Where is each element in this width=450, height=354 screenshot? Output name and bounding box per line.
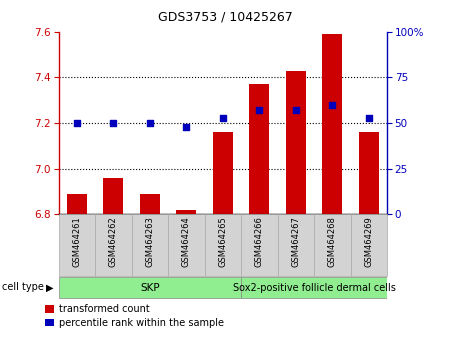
Bar [103,178,123,214]
Bar [176,210,196,214]
Point [292,107,299,113]
Text: GSM464266: GSM464266 [255,216,264,267]
Bar [241,214,278,276]
Text: Sox2-positive follicle dermal cells: Sox2-positive follicle dermal cells [233,282,396,293]
Bar [351,214,387,276]
Bar [140,194,160,214]
Point [365,115,372,120]
Point [110,120,117,126]
Point [219,115,226,120]
Bar [322,34,342,214]
Text: GSM464263: GSM464263 [145,216,154,267]
Legend: transformed count, percentile rank within the sample: transformed count, percentile rank withi… [45,304,224,328]
Text: GSM464269: GSM464269 [364,216,373,267]
Point [256,107,263,113]
Bar [359,132,379,214]
Bar [241,277,387,298]
Bar [67,194,87,214]
Point [146,120,153,126]
Text: cell type: cell type [2,282,44,292]
Point [183,124,190,130]
Bar [58,214,95,276]
Text: GDS3753 / 10425267: GDS3753 / 10425267 [158,11,292,24]
Point [73,120,81,126]
Text: GSM464262: GSM464262 [109,216,118,267]
Point [328,102,336,108]
Bar [213,132,233,214]
Text: GSM464267: GSM464267 [291,216,300,267]
Bar [249,84,269,214]
Text: SKP: SKP [140,282,160,293]
Bar [95,214,131,276]
Bar [278,214,314,276]
Text: GSM464268: GSM464268 [328,216,337,267]
Bar [131,214,168,276]
Bar [286,70,306,214]
Text: ▶: ▶ [45,282,53,292]
Text: GSM464265: GSM464265 [218,216,227,267]
Text: GSM464264: GSM464264 [182,216,191,267]
Bar [204,214,241,276]
Bar [168,214,204,276]
Text: GSM464261: GSM464261 [72,216,81,267]
Bar [314,214,351,276]
Bar [58,277,241,298]
